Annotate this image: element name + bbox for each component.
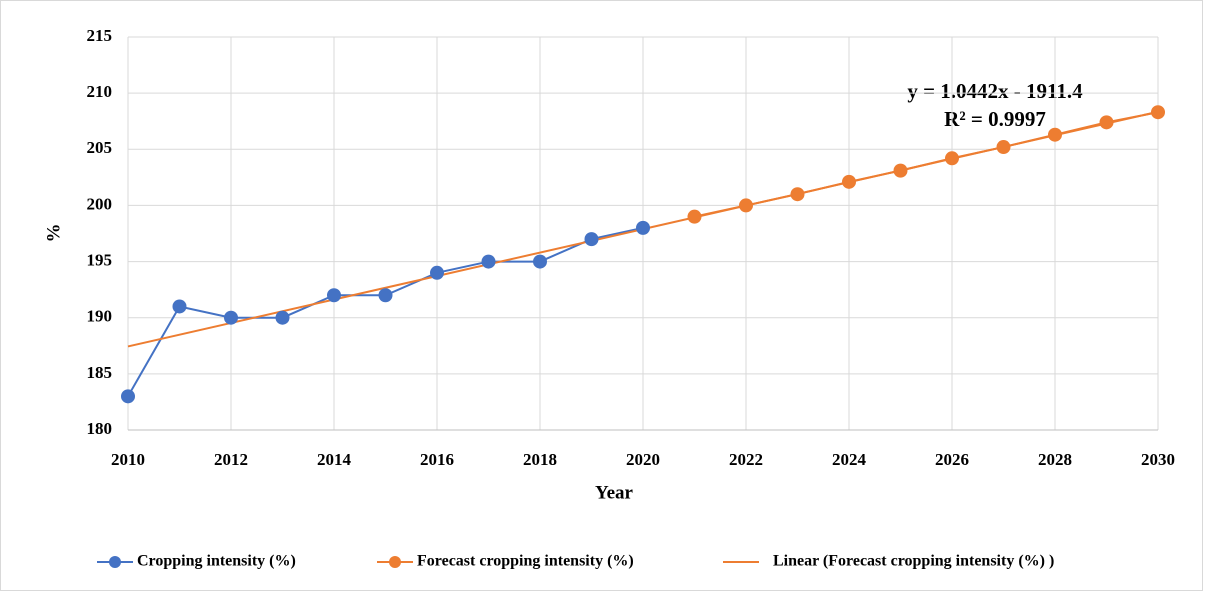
x-tick-label: 2024 — [832, 450, 867, 469]
x-tick-label: 2016 — [420, 450, 454, 469]
trend-equation: y = 1.0442x - 1911.4 — [907, 79, 1083, 103]
y-tick-label: 210 — [87, 82, 113, 101]
data-point — [584, 232, 599, 247]
data-point — [481, 254, 496, 269]
data-point — [533, 254, 547, 269]
data-point — [275, 310, 290, 325]
data-point — [996, 140, 1011, 155]
data-point — [1151, 105, 1165, 120]
y-axis-label: % — [43, 224, 64, 243]
x-tick-label: 2010 — [111, 450, 145, 469]
data-point — [224, 310, 238, 325]
x-tick-label: 2014 — [317, 450, 352, 469]
y-tick-label: 190 — [87, 307, 113, 326]
x-tick-label: 2020 — [626, 450, 660, 469]
data-point — [945, 151, 959, 166]
legend-marker — [109, 556, 121, 568]
data-point — [430, 265, 444, 280]
y-tick-label: 200 — [87, 194, 113, 213]
data-point — [172, 299, 187, 314]
y-tick-label: 180 — [87, 419, 113, 438]
x-tick-label: 2018 — [523, 450, 557, 469]
legend-label: Forecast cropping intensity (%) — [417, 553, 634, 570]
trend-r-squared: R² = 0.9997 — [944, 107, 1046, 131]
x-tick-label: 2012 — [214, 450, 248, 469]
y-tick-label: 205 — [87, 138, 113, 157]
x-tick-label: 2028 — [1038, 450, 1072, 469]
y-tick-label: 195 — [87, 250, 113, 269]
data-point — [842, 174, 856, 189]
data-point — [121, 389, 135, 404]
data-point — [636, 220, 650, 235]
data-point — [1048, 127, 1062, 142]
x-tick-label: 2026 — [935, 450, 969, 469]
legend-marker — [389, 556, 401, 568]
data-point — [1099, 115, 1114, 130]
y-tick-label: 215 — [87, 26, 113, 45]
legend-label: Linear (Forecast cropping intensity (%) … — [773, 553, 1054, 570]
legend-label: Cropping intensity (%) — [137, 553, 296, 570]
data-point — [739, 198, 753, 213]
y-tick-label: 185 — [87, 363, 113, 382]
x-tick-label: 2030 — [1141, 450, 1175, 469]
x-tick-label: 2022 — [729, 450, 763, 469]
data-point — [378, 288, 393, 303]
data-point — [893, 163, 908, 178]
x-axis-label: Year — [595, 482, 634, 503]
data-point — [790, 187, 805, 202]
data-point — [687, 209, 702, 224]
data-point — [327, 288, 341, 303]
